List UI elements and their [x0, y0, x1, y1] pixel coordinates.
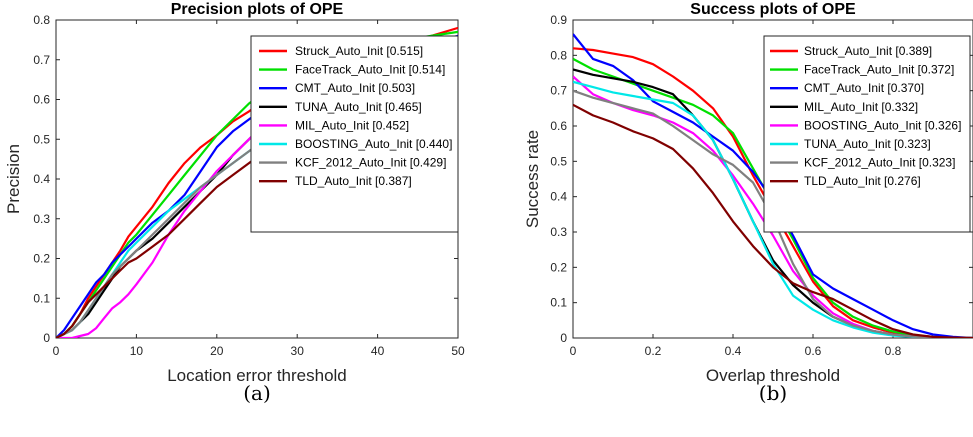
y-tick-label: 0.6: [550, 119, 567, 133]
legend-entry-5: TUNA_Auto_Init [0.323]: [804, 137, 931, 151]
legend-entry-2: CMT_Auto_Init [0.370]: [804, 81, 924, 95]
legend-entry-6: KCF_2012_Auto_Init [0.429]: [295, 156, 446, 170]
legend-entry-1: FaceTrack_Auto_Init [0.514]: [295, 63, 445, 77]
legend: Struck_Auto_Init [0.515] FaceTrack_Auto_I…: [250, 35, 459, 233]
y-tick-label: 0.2: [33, 252, 50, 266]
legend-entry-3: MIL_Auto_Init [0.332]: [804, 100, 918, 114]
x-tick-label: 0.4: [725, 344, 742, 358]
x-tick-label: 0: [570, 344, 577, 358]
legend-entry-1: FaceTrack_Auto_Init [0.372]: [804, 63, 954, 77]
y-tick-label: 0.4: [550, 190, 567, 204]
figure-caption: (b): [759, 381, 787, 405]
x-tick-label: 10: [130, 344, 144, 358]
x-tick-label: 50: [451, 344, 465, 358]
legend-entry-7: TLD_Auto_Init [0.276]: [804, 174, 921, 188]
x-tick-label: 0.6: [805, 344, 822, 358]
x-tick-label: 30: [291, 344, 305, 358]
x-axis-label: Overlap threshold: [706, 366, 840, 385]
legend-entry-7: TLD_Auto_Init [0.387]: [295, 174, 412, 188]
x-tick-label: 20: [210, 344, 224, 358]
y-tick-label: 0.8: [33, 13, 50, 27]
y-tick-label: 0.8: [550, 48, 567, 62]
y-tick-label: 0.3: [33, 212, 50, 226]
y-tick-label: 0.7: [33, 53, 50, 67]
legend-entry-0: Struck_Auto_Init [0.389]: [804, 44, 932, 58]
y-axis-label: Success rate: [523, 130, 542, 228]
y-tick-label: 0.5: [550, 154, 567, 168]
legend-entry-0: Struck_Auto_Init [0.515]: [295, 44, 423, 58]
y-tick-label: 0.9: [550, 13, 567, 27]
y-tick-label: 0.7: [550, 84, 567, 98]
x-tick-label: 0.8: [885, 344, 902, 358]
y-tick-label: 0.2: [550, 260, 567, 274]
legend-entry-3: TUNA_Auto_Init [0.465]: [295, 100, 422, 114]
y-tick-label: 0: [560, 331, 567, 345]
x-tick-label: 40: [371, 344, 385, 358]
x-tick-label: 0.2: [645, 344, 662, 358]
legend-box: [763, 35, 971, 233]
y-tick-label: 0.6: [33, 93, 50, 107]
y-tick-label: 0.5: [33, 132, 50, 146]
figure-caption: (a): [243, 381, 271, 405]
chart-title: Success plots of OPE: [690, 1, 856, 18]
series-line-7: [573, 103, 973, 338]
y-tick-label: 0: [43, 331, 50, 345]
legend-entry-4: BOOSTING_Auto_Init [0.326]: [804, 118, 961, 132]
legend-entry-2: CMT_Auto_Init [0.503]: [295, 81, 415, 95]
y-tick-label: 0.1: [33, 291, 50, 305]
y-axis-label: Precision: [4, 144, 23, 214]
x-axis-label: Location error threshold: [167, 366, 347, 385]
legend-entry-4: MIL_Auto_Init [0.452]: [295, 118, 409, 132]
legend-entry-5: BOOSTING_Auto_Init [0.440]: [295, 137, 452, 151]
y-tick-label: 0.3: [550, 225, 567, 239]
x-tick-label: 0: [53, 344, 60, 358]
legend-entry-6: KCF_2012_Auto_Init [0.323]: [804, 156, 955, 170]
chart-title: Precision plots of OPE: [171, 1, 344, 18]
y-tick-label: 0.1: [550, 296, 567, 310]
chart-1: 0 0.2 0.4 0.6 0.8 0 0.1 0.2 0.3 0.4 0.5 0.6 0.7 0.8 0.…: [523, 1, 973, 405]
chart-0: 0 10 20 30 40 50 0 0.1 0.2 0.3 0.4 0.5 0.6 0.7 0.8 Prec…: [4, 1, 465, 405]
y-tick-label: 0.4: [33, 172, 50, 186]
legend: Struck_Auto_Init [0.389] FaceTrack_Auto_I…: [763, 35, 971, 233]
